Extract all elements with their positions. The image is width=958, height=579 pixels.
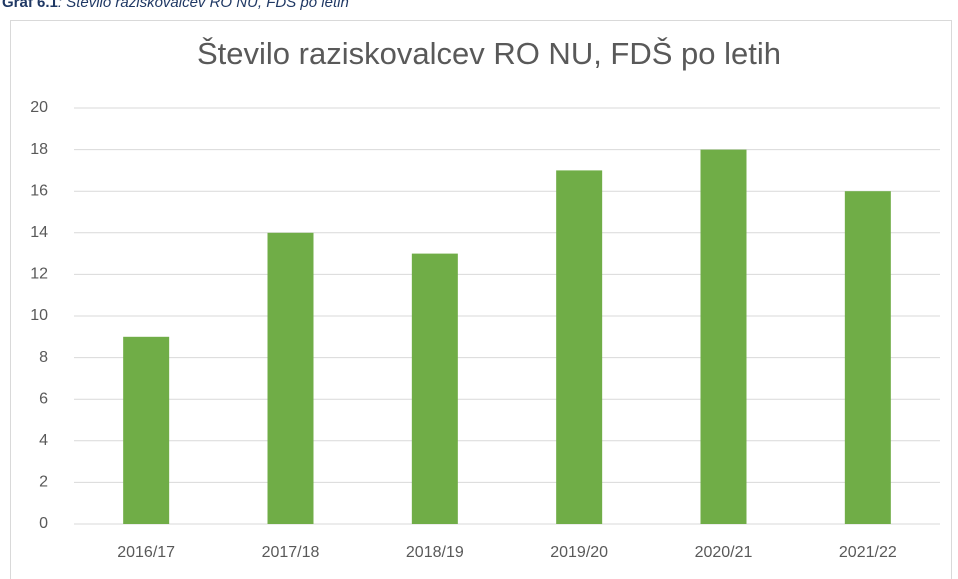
x-tick-label: 2020/21 (695, 544, 753, 561)
figure-caption: Graf 6.1: Število raziskovalcev RO NU, F… (2, 0, 349, 11)
bar (411, 253, 458, 524)
y-tick-label: 20 (30, 99, 48, 116)
y-tick-label: 10 (30, 307, 48, 324)
y-tick-label: 12 (30, 266, 48, 283)
y-tick-label: 8 (39, 349, 48, 366)
y-tick-label: 2 (39, 474, 48, 491)
bar (556, 170, 603, 524)
chart-border (10, 20, 952, 579)
bar (844, 191, 891, 524)
x-tick-label: 2016/17 (117, 544, 175, 561)
x-tick-label: 2019/20 (550, 544, 608, 561)
caption-label: Graf 6.1 (2, 0, 58, 11)
y-tick-label: 18 (30, 141, 48, 158)
x-tick-label: 2021/22 (839, 544, 897, 561)
bar (123, 336, 170, 524)
chart-title: Število raziskovalcev RO NU, FDŠ po leti… (197, 36, 781, 71)
y-tick-label: 6 (39, 390, 48, 407)
bar (267, 232, 314, 525)
caption-text: : Število raziskovalcev RO NU, FDŠ po le… (58, 0, 349, 11)
y-tick-label: 14 (30, 224, 48, 241)
bar (700, 149, 747, 524)
x-tick-label: 2017/18 (262, 544, 320, 561)
y-tick-label: 4 (39, 432, 48, 449)
y-tick-label: 16 (30, 182, 48, 199)
y-tick-label: 0 (39, 515, 48, 532)
x-tick-label: 2018/19 (406, 544, 464, 561)
